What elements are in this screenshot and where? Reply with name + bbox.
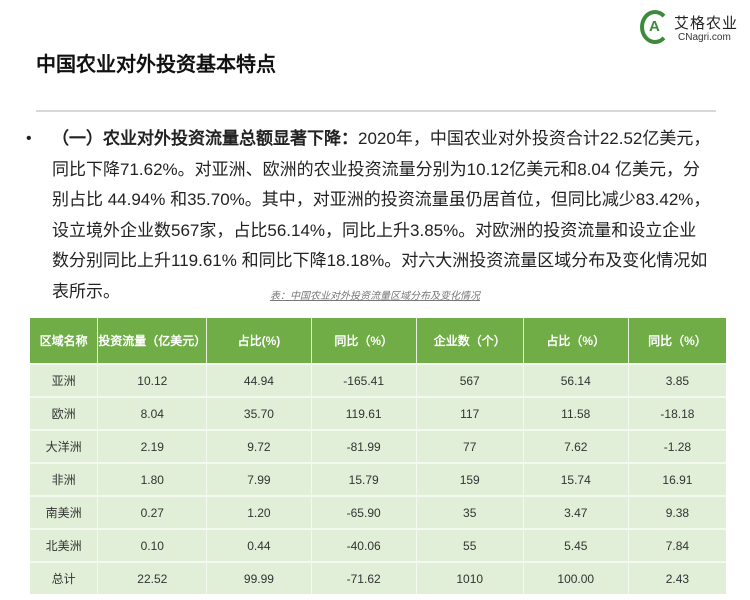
- table-cell: 35.70: [206, 396, 312, 430]
- table-cell: -65.90: [311, 495, 417, 529]
- table-cell: 2.19: [97, 429, 208, 463]
- table-cell: 总计: [30, 561, 99, 594]
- table-cell: 9.72: [206, 429, 312, 463]
- table-cell: 11.58: [523, 396, 629, 430]
- investment-table: 区域名称 投资流量（亿美元） 占比(%) 同比（%） 企业数（个） 占比（%） 同比（%） …: [30, 318, 726, 594]
- logo-url: CNagri.com: [678, 32, 731, 43]
- table-row: 大洋洲 2.19 9.72 -81.99 77 7.62 -1.28: [30, 429, 726, 463]
- table-cell: 119.61: [311, 396, 417, 430]
- table-cell: 欧洲: [30, 396, 99, 430]
- table-cell: 2.43: [628, 561, 726, 594]
- table-header-row: 区域名称 投资流量（亿美元） 占比(%) 同比（%） 企业数（个） 占比（%） 同比（%）: [30, 318, 726, 364]
- table-row: 亚洲 10.12 44.94 -165.41 567 56.14 3.85: [30, 363, 726, 397]
- table-cell: 0.27: [97, 495, 208, 529]
- column-header: 企业数（个）: [416, 318, 524, 364]
- column-header: 区域名称: [30, 318, 99, 364]
- table-cell: 亚洲: [30, 363, 99, 397]
- table-cell: 15.79: [311, 462, 417, 496]
- table-row: 总计 22.52 99.99 -71.62 1010 100.00 2.43: [30, 561, 726, 594]
- table-row: 北美洲 0.10 0.44 -40.06 55 5.45 7.84: [30, 528, 726, 562]
- table-cell: 10.12: [97, 363, 208, 397]
- table-cell: -81.99: [311, 429, 417, 463]
- cnagri-logo: A 艾格农业 CNagri.com: [640, 8, 745, 50]
- table-cell: -71.62: [311, 561, 417, 594]
- table-cell: 117: [416, 396, 524, 430]
- table-cell: 9.38: [628, 495, 726, 529]
- table-cell: 0.10: [97, 528, 208, 562]
- table-cell: 99.99: [206, 561, 312, 594]
- table-cell: 7.99: [206, 462, 312, 496]
- bullet-icon: •: [26, 130, 32, 147]
- table-cell: -165.41: [311, 363, 417, 397]
- column-header: 占比（%）: [523, 318, 629, 364]
- table-cell: -1.28: [628, 429, 726, 463]
- table-cell: 南美洲: [30, 495, 99, 529]
- column-header: 同比（%）: [628, 318, 726, 364]
- table-cell: 3.85: [628, 363, 726, 397]
- table-cell: 15.74: [523, 462, 629, 496]
- paragraph: （一）农业对外投资流量总额显著下降：2020年，中国农业对外投资合计22.52亿…: [52, 124, 712, 307]
- table-row: 欧洲 8.04 35.70 119.61 117 11.58 -18.18: [30, 396, 726, 430]
- table-cell: 3.47: [523, 495, 629, 529]
- column-header: 占比(%): [206, 318, 312, 364]
- table-caption-text: 表：中国农业对外投资流量区域分布及变化情况: [270, 291, 480, 302]
- table-cell: 159: [416, 462, 524, 496]
- column-header: 投资流量（亿美元）: [97, 318, 208, 364]
- table-cell: 56.14: [523, 363, 629, 397]
- table-cell: 1.80: [97, 462, 208, 496]
- table-cell: -18.18: [628, 396, 726, 430]
- table-caption: 表：中国农业对外投资流量区域分布及变化情况: [0, 287, 750, 302]
- table-cell: 1.20: [206, 495, 312, 529]
- table-cell: 非洲: [30, 462, 99, 496]
- title-divider: [36, 110, 716, 112]
- paragraph-body: 2020年，中国农业对外投资合计22.52亿美元，同比下降71.62%。对亚洲、…: [52, 129, 711, 301]
- table-cell: 1010: [416, 561, 524, 594]
- table-cell: 5.45: [523, 528, 629, 562]
- table-cell: 16.91: [628, 462, 726, 496]
- table-cell: 55: [416, 528, 524, 562]
- column-header: 同比（%）: [311, 318, 417, 364]
- table-cell: 567: [416, 363, 524, 397]
- table-cell: 100.00: [523, 561, 629, 594]
- table-cell: 8.04: [97, 396, 208, 430]
- table-cell: 0.44: [206, 528, 312, 562]
- table-cell: 44.94: [206, 363, 312, 397]
- logo-name: 艾格农业: [674, 14, 739, 32]
- table-cell: 35: [416, 495, 524, 529]
- table-row: 非洲 1.80 7.99 15.79 159 15.74 16.91: [30, 462, 726, 496]
- paragraph-lead: （一）农业对外投资流量总额显著下降：: [52, 129, 358, 148]
- table-cell: 77: [416, 429, 524, 463]
- page-title: 中国农业对外投资基本特点: [36, 54, 276, 76]
- table-row: 南美洲 0.27 1.20 -65.90 35 3.47 9.38: [30, 495, 726, 529]
- table-cell: 北美洲: [30, 528, 99, 562]
- table-cell: 22.52: [97, 561, 208, 594]
- logo-mark: A: [649, 18, 660, 35]
- table-cell: 7.84: [628, 528, 726, 562]
- logo-circle-icon: [640, 10, 670, 44]
- table-cell: -40.06: [311, 528, 417, 562]
- table-cell: 大洋洲: [30, 429, 99, 463]
- table-cell: 7.62: [523, 429, 629, 463]
